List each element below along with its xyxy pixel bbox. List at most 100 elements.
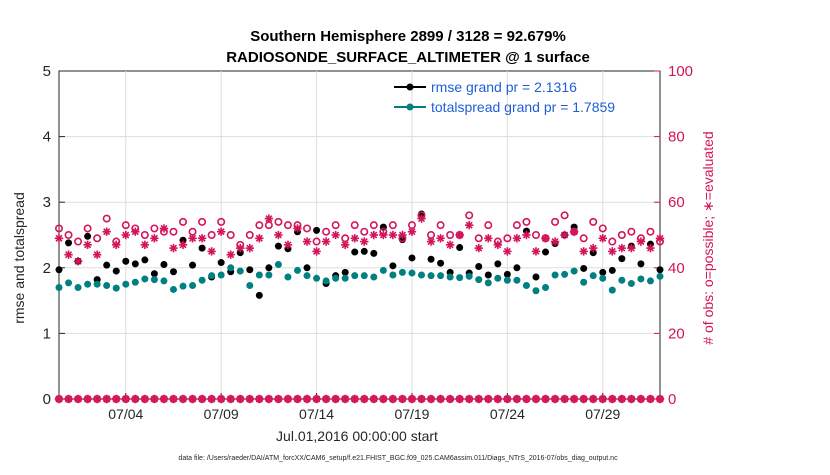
obs-possible-point xyxy=(560,211,569,220)
tick-label-right: 20 xyxy=(668,325,685,342)
y-axis-label-left: rmse and totalspread xyxy=(11,192,27,324)
rmse-point xyxy=(160,261,168,269)
obs-possible-point xyxy=(608,237,617,246)
rmse-point xyxy=(456,243,464,251)
obs-evaluated-point xyxy=(236,394,245,404)
obs-evaluated-point xyxy=(484,394,493,404)
obs-possible-point xyxy=(303,224,312,233)
tick-label-right: 0 xyxy=(668,391,676,408)
obs-evaluated-point xyxy=(398,230,407,240)
obs-evaluated-point xyxy=(293,394,302,404)
obs-evaluated-point xyxy=(331,394,340,404)
x-ticks: 07/04 07/09 07/14 07/19 07/24 07/29 xyxy=(108,393,620,422)
totalspread-point xyxy=(131,278,139,286)
obs-evaluated-point xyxy=(569,394,579,404)
obs-possible-point xyxy=(646,227,655,236)
obs-evaluated-point xyxy=(474,394,483,404)
obs-evaluated-point xyxy=(54,234,64,243)
obs-evaluated-point xyxy=(293,224,302,233)
obs-evaluated-point xyxy=(398,394,407,404)
tick-label-left: 2 xyxy=(43,260,51,277)
obs-possible-point xyxy=(140,231,149,240)
plot-area-frame xyxy=(58,70,661,400)
obs-possible-point xyxy=(150,224,159,233)
obs-evaluated-point xyxy=(131,394,140,404)
totalspread-point xyxy=(160,277,168,285)
obs-evaluated-point xyxy=(512,234,522,243)
obs-evaluated-point xyxy=(627,394,636,404)
obs-evaluated-point xyxy=(112,240,121,250)
obs-evaluated-point xyxy=(340,394,350,404)
obs-evaluated-point xyxy=(569,227,579,236)
obs-possible-point xyxy=(198,217,207,226)
obs-evaluated-point xyxy=(302,394,312,404)
obs-evaluated-point xyxy=(169,394,178,404)
obs-evaluated-point xyxy=(541,234,550,243)
obs-evaluated-point xyxy=(283,240,293,250)
obs-evaluated-point xyxy=(579,394,588,404)
obs-evaluated-point xyxy=(73,394,83,404)
obs-evaluated-point xyxy=(493,394,503,404)
obs-possible-point xyxy=(121,221,130,230)
rmse-point xyxy=(303,264,311,272)
totalspread-point xyxy=(561,270,569,278)
totalspread-point xyxy=(217,271,225,279)
totalspread-point xyxy=(265,271,273,279)
obs-evaluated-point xyxy=(321,394,331,404)
rmse-point xyxy=(503,270,511,278)
rmse-point xyxy=(265,264,273,272)
obs-evaluated-point xyxy=(436,234,445,243)
obs-possible-point xyxy=(484,221,493,230)
totalspread-point xyxy=(379,266,387,274)
obs-evaluated-point xyxy=(150,234,159,243)
obs-evaluated-point xyxy=(360,394,369,404)
obs-evaluated-point xyxy=(159,224,169,233)
obs-evaluated-point xyxy=(474,243,483,253)
totalspread-point xyxy=(608,286,616,294)
totalspread-point xyxy=(122,280,130,288)
obs-evaluated-point xyxy=(92,250,102,259)
totalspread-point xyxy=(103,282,111,290)
obs-evaluated-point xyxy=(131,227,140,236)
obs-evaluated-point xyxy=(64,394,73,404)
obs-evaluated-point xyxy=(379,230,388,240)
obs-evaluated-point xyxy=(436,394,445,404)
rmse-point xyxy=(599,268,607,276)
obs-evaluated-point xyxy=(274,394,283,404)
tick-label-left: 1 xyxy=(43,325,51,342)
rmse-point xyxy=(656,266,664,274)
tick-label-left: 5 xyxy=(43,63,51,80)
totalspread-point xyxy=(580,278,588,286)
rmse-point xyxy=(341,268,349,276)
obs-evaluated-point xyxy=(255,234,264,243)
rmse-point xyxy=(542,248,550,256)
obs-evaluated-point xyxy=(646,243,655,253)
obs-evaluated-point xyxy=(550,394,560,404)
obs-possible-point xyxy=(226,231,235,240)
totalspread-point xyxy=(179,282,187,290)
rmse-point xyxy=(198,244,206,252)
legend: rmse grand pr = 2.1316 totalspread grand… xyxy=(394,79,615,115)
rmse-point xyxy=(608,266,616,274)
data-file-footnote: data file: /Users/raeder/DAI/ATM_forcXX/… xyxy=(178,455,618,462)
obs-possible-point xyxy=(360,227,369,236)
obs-evaluated-point xyxy=(531,394,541,404)
tick-label-left: 3 xyxy=(43,194,51,211)
obs-evaluated-point xyxy=(503,394,512,404)
obs-evaluated-point xyxy=(312,247,321,256)
obs-evaluated-point xyxy=(426,237,436,246)
totalspread-point xyxy=(303,272,311,280)
obs-possible-point xyxy=(617,231,626,240)
obs-possible-point xyxy=(436,221,445,230)
totalspread-point xyxy=(389,271,397,279)
obs-evaluated-point xyxy=(550,237,560,246)
obs-evaluated-point xyxy=(121,230,130,240)
tick-label-x: 07/19 xyxy=(394,406,429,422)
totalspread-point xyxy=(370,273,378,281)
obs-evaluated-point xyxy=(369,230,379,240)
obs-evaluated-point xyxy=(83,394,92,404)
obs-possible-point xyxy=(54,224,63,233)
totalspread-point xyxy=(522,282,530,290)
obs-evaluated-point xyxy=(426,394,436,404)
